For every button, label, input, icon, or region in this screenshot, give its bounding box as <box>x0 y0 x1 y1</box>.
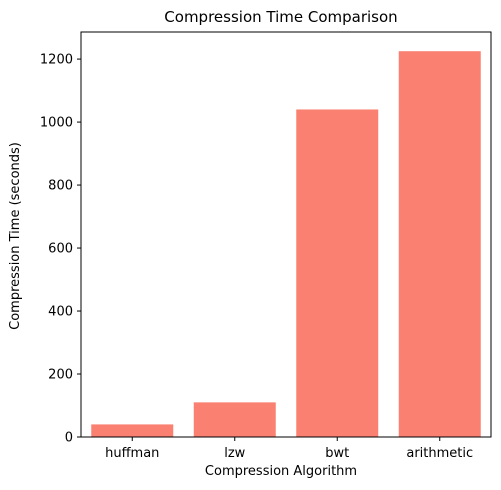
x-tick-label-arithmetic: arithmetic <box>406 446 473 461</box>
bar-arithmetic <box>399 51 481 437</box>
x-tick-label-lzw: lzw <box>224 446 245 461</box>
x-axis-label: Compression Algorithm <box>205 464 357 479</box>
x-tick-label-bwt: bwt <box>325 446 349 461</box>
y-tick-label-1000: 1000 <box>40 116 73 131</box>
bars-layer <box>91 51 481 437</box>
y-tick-label-400: 400 <box>48 305 73 320</box>
y-axis-label: Compression Time (seconds) <box>8 142 23 330</box>
bar-huffman <box>91 424 173 437</box>
x-tick-label-huffman: huffman <box>105 446 159 461</box>
chart-title: Compression Time Comparison <box>164 8 397 26</box>
y-tick-label-200: 200 <box>48 368 73 383</box>
bar-bwt <box>296 109 378 437</box>
y-tick-label-0: 0 <box>65 431 73 446</box>
bar-lzw <box>194 402 276 437</box>
y-tick-label-800: 800 <box>48 179 73 194</box>
y-tick-label-600: 600 <box>48 242 73 257</box>
y-tick-label-1200: 1200 <box>40 53 73 68</box>
